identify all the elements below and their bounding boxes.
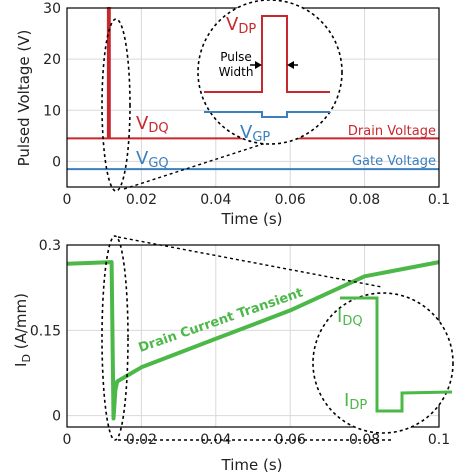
y-tick-label: 20 (43, 52, 61, 68)
x-tick-label: 0.04 (200, 192, 231, 208)
pulse-width-arrowhead-left (255, 61, 262, 69)
drain-voltage-legend: Drain Voltage (348, 124, 436, 139)
x-tick-label: 0.08 (349, 192, 380, 208)
vdp-label: VDP (226, 14, 256, 37)
x-tick-label: 0.02 (126, 432, 157, 448)
pulse-label: Pulse (220, 50, 252, 64)
vgq-label: VGQ (136, 148, 169, 171)
voltage-chart: 0 0.02 0.04 0.06 0.08 0.1 0 10 20 30 Time (s) Pul… (0, 0, 474, 230)
x-tick-label: 0 (63, 192, 72, 208)
bottom-tick-labels: 0 0.02 0.04 0.06 0.08 0.100.150.3 (30, 238, 450, 448)
vdq-label: VDQ (136, 113, 169, 136)
x-tick-label: 0 (63, 432, 72, 448)
width-label: Width (219, 65, 254, 79)
x-tick-label: 0.1 (428, 192, 450, 208)
gate-voltage-legend: Gate Voltage (352, 154, 436, 169)
inset-drain-pulse (204, 15, 330, 93)
panel-separator (0, 228, 474, 234)
drain-current-transient-label: Drain Current Transient (137, 285, 305, 356)
bottom-zoom-link-top (117, 236, 383, 288)
x-tick-label: 0.06 (275, 192, 306, 208)
bottom-y-axis-label: ID (A/mm) (12, 293, 33, 367)
x-tick-label: 0.1 (428, 432, 450, 448)
top-zoom-ellipse (101, 18, 131, 192)
top-x-axis-label: Time (s) (221, 210, 283, 228)
y-tick-label: 0 (52, 154, 61, 170)
top-zoom-link (123, 142, 267, 190)
bottom-zoom-ellipse (101, 235, 129, 441)
bottom-inset-circle (312, 292, 454, 434)
vgp-label: VGP (240, 122, 270, 145)
inset-current-trace (340, 296, 453, 413)
bottom-x-axis-label: Time (s) (221, 456, 283, 474)
y-tick-label: 30 (43, 1, 61, 17)
top-tick-labels: 0 0.02 0.04 0.06 0.08 0.1 0 10 20 30 (43, 1, 450, 208)
x-tick-label: 0.06 (275, 432, 306, 448)
y-tick-label: 0 (52, 409, 61, 425)
top-inset-circle (197, 0, 343, 145)
drain-current-line (66, 260, 440, 421)
current-chart: 0 0.02 0.04 0.06 0.08 0.100.150.3 Time (s) ID… (12, 235, 454, 474)
y-tick-label: 0.15 (30, 323, 61, 339)
idq-label: IDQ (337, 306, 363, 329)
idp-label: IDP (344, 390, 367, 413)
pulse-width-arrowhead-right (287, 61, 294, 69)
inset-gate-pulse (204, 111, 330, 118)
top-y-axis-label: Pulsed Voltage (V) (15, 30, 33, 167)
y-tick-label: 0.3 (39, 238, 61, 254)
x-tick-label: 0.02 (126, 192, 157, 208)
y-tick-label: 10 (43, 103, 61, 119)
